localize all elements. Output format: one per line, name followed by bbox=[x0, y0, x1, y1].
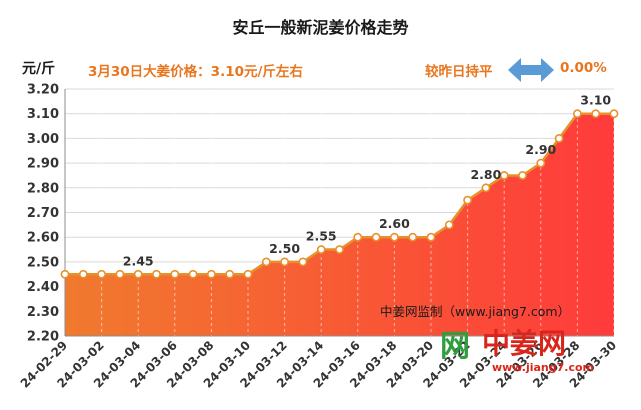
data-point bbox=[115, 269, 125, 279]
data-point bbox=[316, 245, 326, 254]
price-note: 3月30日大姜价格：3.10元/斤左右 bbox=[88, 64, 303, 80]
data-point bbox=[463, 195, 472, 205]
y-tick-label: 2.80 bbox=[27, 181, 59, 196]
y-tick-label: 3.20 bbox=[27, 83, 59, 98]
data-point bbox=[188, 269, 198, 279]
data-point bbox=[518, 171, 527, 180]
data-label: 2.50 bbox=[269, 241, 300, 256]
data-label: 2.80 bbox=[470, 167, 501, 182]
data-point bbox=[298, 257, 308, 267]
data-point bbox=[389, 232, 399, 242]
data-point bbox=[591, 109, 601, 119]
data-point bbox=[371, 232, 381, 242]
data-point bbox=[554, 133, 564, 143]
double-arrow-icon bbox=[508, 58, 554, 82]
data-point bbox=[152, 269, 161, 279]
y-tick-label: 2.90 bbox=[27, 157, 59, 172]
compare-label: 较昨日持平 bbox=[425, 64, 493, 80]
y-tick-label: 2.70 bbox=[27, 206, 59, 221]
compare-percent: 0.00% bbox=[560, 60, 607, 76]
data-point bbox=[499, 171, 509, 180]
area-fill bbox=[65, 113, 614, 336]
y-tick-label: 2.50 bbox=[27, 255, 59, 270]
data-point bbox=[225, 269, 235, 279]
data-label: 2.55 bbox=[306, 229, 337, 244]
data-point bbox=[243, 269, 253, 279]
data-point bbox=[170, 269, 180, 279]
chart-title: 安丘一般新泥姜价格走势 bbox=[232, 18, 409, 37]
site-logo: 网中姜网www.jiang7.com bbox=[440, 327, 594, 374]
logo-url: www.jiang7.com bbox=[492, 361, 594, 374]
monitor-credit: 中姜网监制（www.jiang7.com） bbox=[380, 304, 570, 319]
y-tick-label: 3.00 bbox=[27, 132, 59, 147]
y-tick-label: 2.20 bbox=[27, 330, 59, 345]
data-point bbox=[97, 269, 106, 279]
logo-text: 中姜网 bbox=[482, 327, 566, 360]
data-point bbox=[280, 257, 289, 267]
y-tick-label: 2.60 bbox=[27, 231, 59, 246]
y-tick-label: 3.10 bbox=[27, 107, 59, 122]
data-point bbox=[609, 109, 619, 119]
data-label: 2.90 bbox=[525, 142, 556, 157]
data-point bbox=[133, 269, 143, 279]
data-label: 3.10 bbox=[580, 93, 611, 108]
y-tick-label: 2.40 bbox=[27, 280, 59, 295]
data-point bbox=[261, 257, 271, 267]
data-point bbox=[481, 183, 491, 193]
data-point bbox=[60, 269, 70, 279]
data-point bbox=[536, 158, 546, 168]
data-point bbox=[335, 245, 344, 254]
y-axis-unit: 元/斤 bbox=[22, 61, 56, 77]
data-point bbox=[206, 269, 216, 279]
data-point bbox=[408, 232, 418, 242]
data-point bbox=[426, 232, 436, 242]
data-point bbox=[353, 232, 363, 242]
data-point bbox=[573, 109, 582, 119]
data-point bbox=[78, 269, 88, 279]
data-label: 2.45 bbox=[123, 253, 154, 268]
logo-mark: 网 bbox=[440, 329, 470, 364]
data-point bbox=[444, 220, 454, 230]
data-label: 2.60 bbox=[379, 216, 410, 231]
y-tick-label: 2.30 bbox=[27, 305, 59, 320]
